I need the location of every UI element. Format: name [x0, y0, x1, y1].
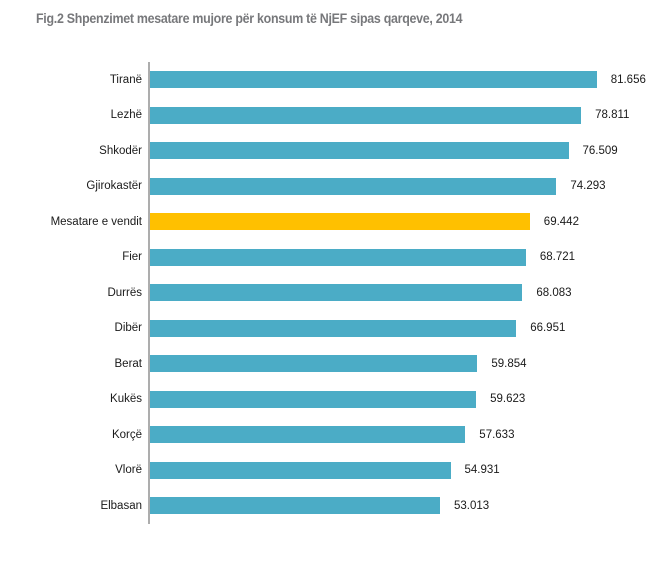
value-label: 59.854: [491, 357, 527, 370]
category-label: Berat: [114, 357, 143, 370]
bar: [150, 461, 451, 479]
bar-row: Shkodër 76.509: [0, 133, 672, 169]
category-label: Lezhë: [110, 109, 142, 122]
bar: [150, 248, 526, 266]
bar-row: Durrës 68.083: [0, 275, 672, 311]
category-label: Elbasan: [100, 499, 142, 512]
bar-track: 66.951: [150, 319, 672, 337]
bar-track: 68.083: [150, 284, 672, 302]
category-label: Kukës: [110, 393, 142, 406]
bar: [150, 142, 569, 160]
bar: [150, 355, 478, 373]
category-label: Tiranë: [109, 73, 142, 86]
bar-row: Lezhë 78.811: [0, 98, 672, 134]
bar-row: Tiranë 81.656: [0, 62, 672, 98]
value-label: 74.293: [570, 180, 606, 193]
bar: [150, 497, 440, 515]
category-label: Shkodër: [99, 144, 142, 157]
bar-track: 81.656: [150, 71, 672, 89]
bar-row: Kukës 59.623: [0, 382, 672, 418]
bar: [150, 177, 557, 195]
category-label: Vlorë: [115, 464, 142, 477]
bar-track: 68.721: [150, 248, 672, 266]
bar-row: Fier 68.721: [0, 240, 672, 276]
value-label: 59.623: [490, 393, 526, 406]
bar-track: 54.931: [150, 461, 672, 479]
bar-track: 57.633: [150, 426, 672, 444]
bar-row: Vlorë 54.931: [0, 453, 672, 489]
value-label: 66.951: [530, 322, 566, 335]
bar: [150, 71, 597, 89]
category-label: Korçë: [111, 428, 142, 441]
category-label: Fier: [122, 251, 142, 264]
bar-track: 78.811: [150, 106, 672, 124]
value-label: 57.633: [479, 428, 515, 441]
bar: [150, 106, 582, 124]
value-label: 81.656: [610, 73, 646, 86]
category-label: Durrës: [107, 286, 142, 299]
chart-title: Fig.2 Shpenzimet mesatare mujore për kon…: [36, 11, 463, 26]
bar: [150, 426, 466, 444]
bar: [150, 390, 477, 408]
bar-chart: Tiranë 81.656 Lezhë 78.811 Shkodër 76.50…: [0, 62, 672, 524]
category-label: Mesatare e vendit: [50, 215, 142, 228]
bar: [150, 284, 523, 302]
bar: [150, 319, 517, 337]
bar: [150, 213, 530, 231]
value-label: 69.442: [543, 215, 579, 228]
value-label: 54.931: [464, 464, 500, 477]
bar-track: 76.509: [150, 142, 672, 160]
bar-track: 53.013: [150, 497, 672, 515]
bar-row: Berat 59.854: [0, 346, 672, 382]
bar-row: Elbasan 53.013: [0, 488, 672, 524]
value-label: 68.083: [536, 286, 572, 299]
value-label: 78.811: [595, 109, 630, 122]
value-label: 53.013: [454, 499, 490, 512]
bar-row: Dibër 66.951: [0, 311, 672, 347]
bar-row: Korçë 57.633: [0, 417, 672, 453]
bar-track: 59.623: [150, 390, 672, 408]
bar-track: 69.442: [150, 213, 672, 231]
y-axis-line: [148, 62, 150, 524]
value-label: 68.721: [539, 251, 576, 264]
bar-row-average: Mesatare e vendit 69.442: [0, 204, 672, 240]
bar-track: 74.293: [150, 177, 672, 195]
bar-track: 59.854: [150, 355, 672, 373]
value-label: 76.509: [582, 144, 618, 157]
category-label: Gjirokastër: [86, 180, 142, 193]
category-label: Dibër: [114, 322, 142, 335]
bar-row: Gjirokastër 74.293: [0, 169, 672, 205]
